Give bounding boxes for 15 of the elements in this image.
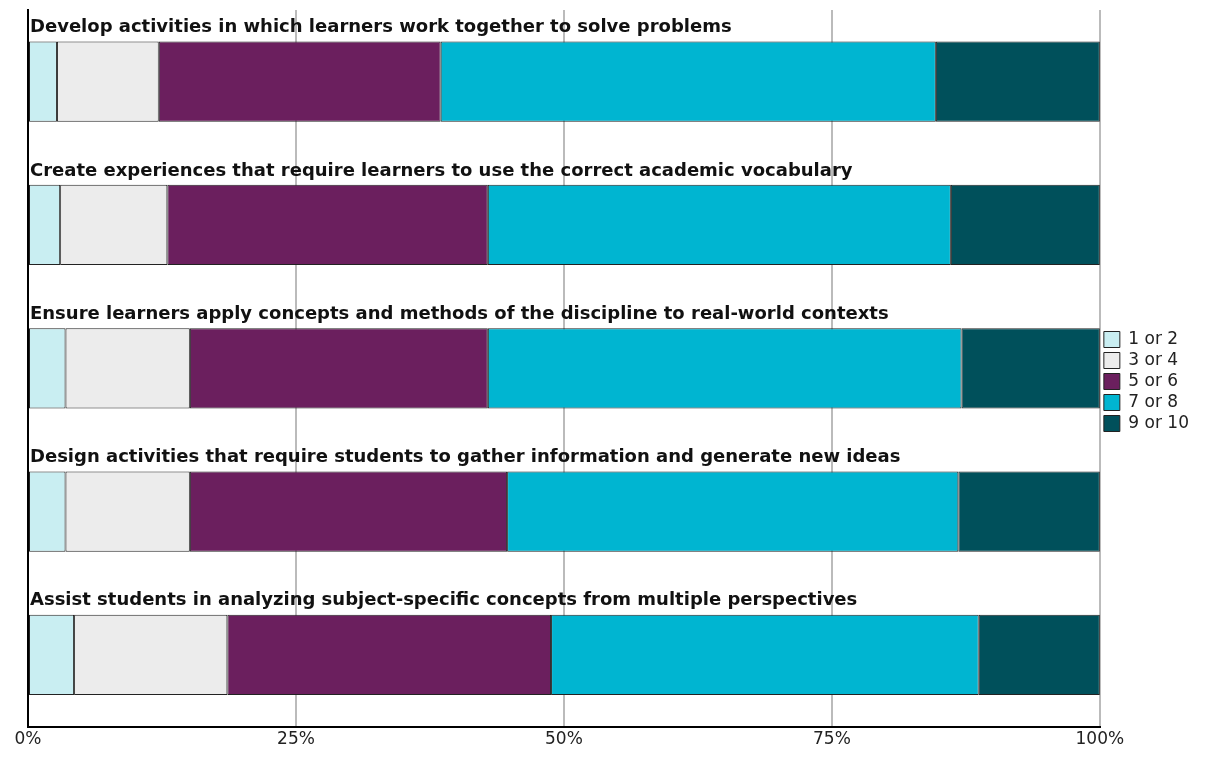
y-tick-label: Develop activities in which learners work together to solve problems — [30, 15, 732, 37]
y-tick-label: Ensure learners apply concepts and methods of the discipline to real-world contexts — [30, 301, 889, 323]
legend-label: 7 or 8 — [1128, 390, 1179, 411]
y-tick-label: Design activities that require students to gather information and generate new ideas — [30, 445, 901, 467]
x-tick-label: 50% — [545, 728, 583, 749]
legend-label: 9 or 10 — [1128, 411, 1190, 432]
y-tick-label: Assist students in analyzing subject-specific concepts from multiple perspectives — [30, 588, 858, 610]
y-tick-label: Create experiences that require learners to use the correct academic vocabulary — [30, 158, 853, 180]
legend-label: 5 or 6 — [1128, 369, 1179, 390]
x-tick-label: 75% — [812, 728, 851, 749]
x-tick-label: 0% — [14, 728, 42, 749]
x-tick-label: 100% — [1075, 728, 1125, 749]
legend-label: 3 or 4 — [1128, 348, 1179, 369]
x-tick-label: 25% — [277, 728, 315, 749]
legend-label: 1 or 2 — [1128, 327, 1179, 348]
